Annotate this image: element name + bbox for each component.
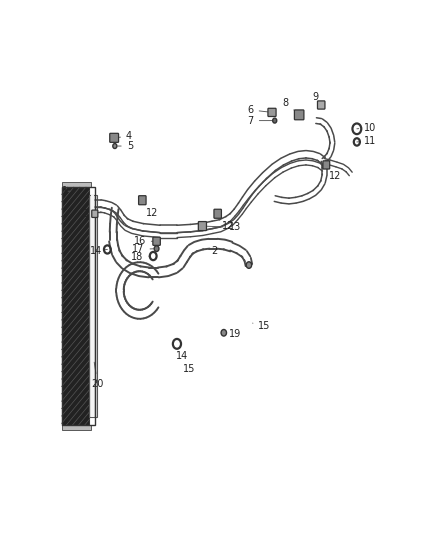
Circle shape bbox=[113, 143, 117, 149]
Bar bbox=[89, 195, 97, 417]
FancyBboxPatch shape bbox=[268, 108, 276, 117]
Text: 14: 14 bbox=[90, 246, 107, 256]
FancyBboxPatch shape bbox=[138, 196, 146, 205]
FancyBboxPatch shape bbox=[214, 209, 222, 219]
FancyBboxPatch shape bbox=[110, 133, 119, 142]
Text: 2: 2 bbox=[212, 246, 218, 256]
FancyBboxPatch shape bbox=[153, 237, 160, 245]
Text: 12: 12 bbox=[146, 208, 159, 219]
Text: 13: 13 bbox=[205, 222, 241, 232]
Bar bbox=[61, 187, 89, 425]
Text: 12: 12 bbox=[329, 172, 341, 182]
Circle shape bbox=[221, 329, 226, 336]
Bar bbox=[91, 195, 94, 417]
Bar bbox=[61, 187, 95, 425]
Text: 16: 16 bbox=[134, 236, 154, 246]
Text: 6: 6 bbox=[247, 105, 269, 115]
Text: 1: 1 bbox=[62, 186, 70, 196]
Text: 8: 8 bbox=[283, 98, 297, 113]
Text: 10: 10 bbox=[357, 123, 377, 133]
FancyBboxPatch shape bbox=[323, 161, 330, 169]
Circle shape bbox=[246, 262, 251, 268]
FancyBboxPatch shape bbox=[198, 222, 206, 231]
Text: 11: 11 bbox=[357, 136, 377, 146]
Text: 20: 20 bbox=[92, 362, 104, 389]
FancyBboxPatch shape bbox=[92, 210, 98, 217]
Text: 12: 12 bbox=[222, 221, 234, 231]
FancyBboxPatch shape bbox=[294, 110, 304, 120]
Text: 15: 15 bbox=[183, 364, 195, 374]
Text: 18: 18 bbox=[131, 252, 150, 262]
Text: 9: 9 bbox=[312, 92, 321, 105]
Text: 5: 5 bbox=[118, 141, 133, 151]
Circle shape bbox=[273, 118, 277, 123]
FancyBboxPatch shape bbox=[318, 101, 325, 109]
Text: 14: 14 bbox=[176, 351, 188, 361]
Text: 7: 7 bbox=[247, 116, 272, 126]
Bar bbox=[61, 425, 91, 430]
Circle shape bbox=[154, 246, 159, 252]
Bar bbox=[61, 182, 91, 187]
Text: 19: 19 bbox=[224, 329, 241, 339]
Text: 17: 17 bbox=[132, 245, 154, 254]
Text: 3: 3 bbox=[82, 209, 95, 219]
Text: 4: 4 bbox=[117, 131, 132, 141]
Text: 15: 15 bbox=[253, 321, 271, 331]
